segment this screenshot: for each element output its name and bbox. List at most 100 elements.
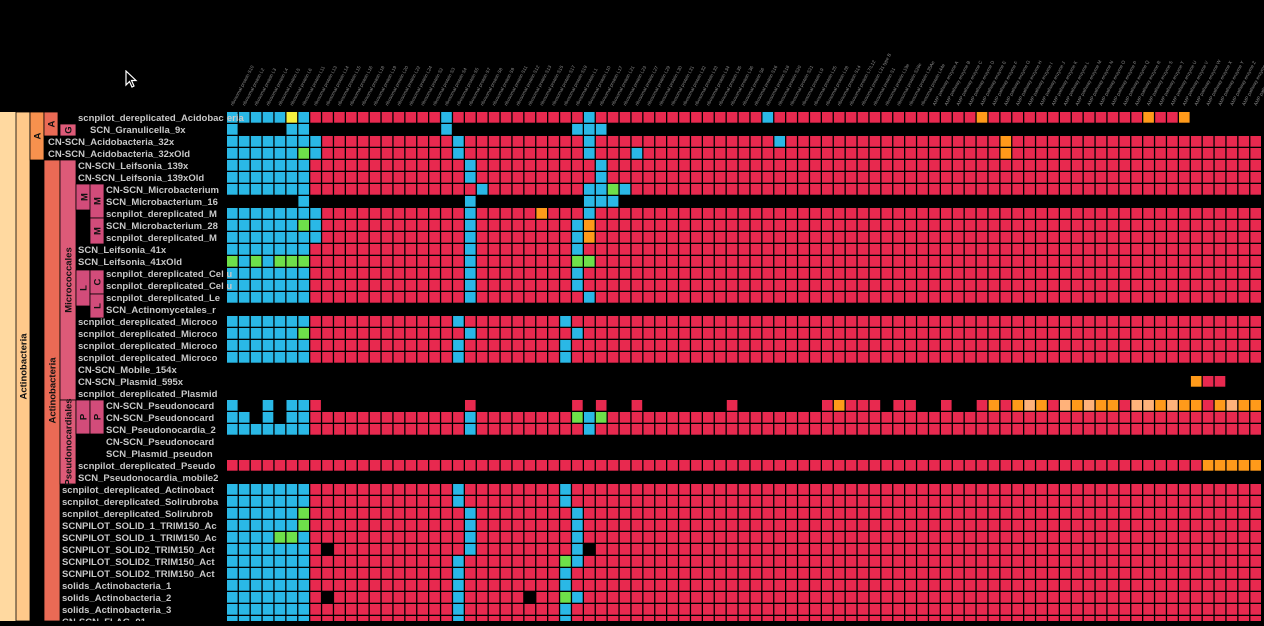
heatmap-cell <box>1060 112 1071 123</box>
heatmap-cell <box>584 412 595 423</box>
heatmap-cell <box>988 352 1000 363</box>
heatmap-cell <box>1131 316 1142 327</box>
heatmap-cell <box>572 544 583 555</box>
heatmap-cell <box>346 412 357 423</box>
heatmap-cell <box>893 232 904 243</box>
heatmap-cell <box>1107 604 1119 615</box>
heatmap-cell <box>1000 352 1012 363</box>
heatmap-cell <box>1095 508 1107 519</box>
heatmap-cell <box>774 352 785 363</box>
heatmap-cell <box>762 484 774 495</box>
heatmap-cell <box>262 424 274 435</box>
heatmap-cell <box>893 580 904 591</box>
heatmap-cell <box>869 424 881 435</box>
heatmap-cell <box>238 616 250 626</box>
heatmap-cell <box>524 280 536 291</box>
heatmap-cell <box>595 316 607 327</box>
heatmap-cell <box>976 208 988 219</box>
heatmap-cell <box>1226 232 1238 243</box>
heatmap-cell <box>667 220 678 231</box>
heatmap-cell <box>857 328 869 339</box>
heatmap-cell <box>786 592 797 603</box>
heatmap-cell <box>1238 148 1250 159</box>
heatmap-cell <box>548 208 559 219</box>
heatmap-cell <box>714 292 726 303</box>
heatmap-cell <box>548 220 559 231</box>
heatmap-cell <box>988 220 1000 231</box>
heatmap-cell <box>1238 352 1250 363</box>
heatmap-cell <box>357 532 369 543</box>
heatmap-cell <box>262 616 274 626</box>
heatmap-cell <box>810 520 821 531</box>
heatmap-cell <box>548 148 559 159</box>
heatmap-cell <box>584 292 595 303</box>
group-label: M <box>93 197 104 205</box>
heatmap-cell <box>512 508 524 519</box>
heatmap-cell <box>1095 136 1107 147</box>
heatmap-cell <box>1250 592 1261 603</box>
heatmap-cell <box>381 460 393 471</box>
heatmap-cell <box>1202 604 1214 615</box>
heatmap-cell <box>750 508 762 519</box>
heatmap-cell <box>607 268 619 279</box>
heatmap-cell <box>667 256 678 267</box>
heatmap-cell <box>952 184 964 195</box>
heatmap-cell <box>524 256 536 267</box>
heatmap-cell <box>1048 580 1059 591</box>
heatmap-cell <box>1119 280 1131 291</box>
heatmap-cell <box>441 292 452 303</box>
heatmap-cell <box>714 112 726 123</box>
heatmap-cell <box>310 136 321 147</box>
heatmap-cell <box>905 232 916 243</box>
heatmap-cell <box>548 232 559 243</box>
heatmap-cell <box>500 616 512 626</box>
heatmap-cell <box>738 112 750 123</box>
heatmap-cell <box>405 520 417 531</box>
heatmap-cell <box>1179 328 1190 339</box>
heatmap-cell <box>465 580 476 591</box>
heatmap-cell <box>274 184 286 195</box>
heatmap-cell <box>774 268 785 279</box>
heatmap-cell <box>655 340 666 351</box>
heatmap-cell <box>227 256 238 267</box>
heatmap-cell <box>976 316 988 327</box>
heatmap-cell <box>536 460 547 471</box>
heatmap-cell <box>1214 616 1226 626</box>
heatmap-cell <box>1048 280 1059 291</box>
heatmap-cell <box>405 292 417 303</box>
heatmap-cell <box>1250 400 1261 411</box>
heatmap-cell <box>1071 160 1083 171</box>
heatmap-cell <box>917 556 928 567</box>
heatmap-cell <box>643 232 655 243</box>
heatmap-cell <box>595 520 607 531</box>
heatmap-cell <box>869 496 881 507</box>
heatmap-cell <box>738 604 750 615</box>
heatmap-cell <box>274 112 286 123</box>
heatmap-cell <box>1143 328 1154 339</box>
heatmap-cell <box>655 244 666 255</box>
heatmap-cell <box>310 280 321 291</box>
heatmap-cell <box>1167 244 1178 255</box>
heatmap-cell <box>679 424 690 435</box>
heatmap-cell <box>726 352 738 363</box>
heatmap-cell <box>1012 148 1023 159</box>
heatmap-cell <box>405 412 417 423</box>
heatmap-cell <box>964 424 976 435</box>
heatmap-cell <box>1071 244 1083 255</box>
heatmap-cell <box>572 316 583 327</box>
heatmap-cell <box>1131 568 1142 579</box>
heatmap-cell <box>929 496 940 507</box>
heatmap-cell <box>476 604 488 615</box>
heatmap-cell <box>1238 544 1250 555</box>
heatmap-cell <box>322 568 333 579</box>
heatmap-cell <box>322 292 333 303</box>
heatmap-cell <box>917 412 928 423</box>
heatmap-cell <box>227 532 238 543</box>
heatmap-cell <box>536 112 547 123</box>
heatmap-cell <box>417 556 428 567</box>
heatmap-cell <box>691 340 702 351</box>
heatmap-cell <box>964 280 976 291</box>
heatmap-cell <box>774 232 785 243</box>
heatmap-cell <box>679 244 690 255</box>
heatmap-cell <box>714 604 726 615</box>
